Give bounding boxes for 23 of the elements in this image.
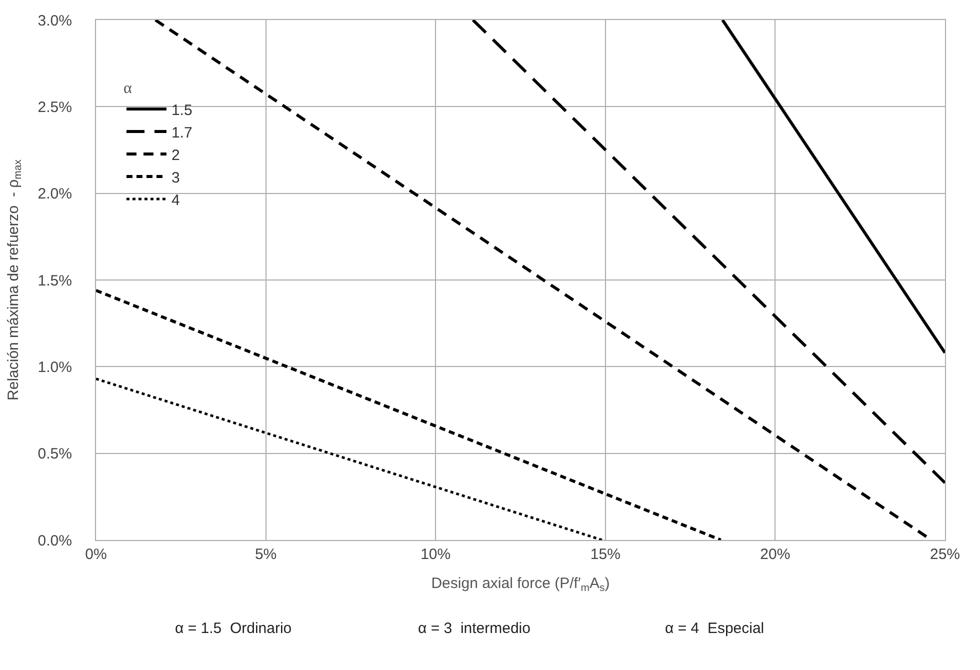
y-tick-label: 3.0% <box>38 12 72 30</box>
y-tick-label: 1.0% <box>38 358 72 376</box>
legend-label: 1.5 <box>171 102 192 119</box>
legend-label: 2 <box>171 146 180 164</box>
text: α = 4 Especial <box>665 620 764 637</box>
legend-label: 4 <box>171 192 180 209</box>
text: α = 1.5 Ordinario <box>175 620 292 637</box>
x-tick-label: 5% <box>254 546 277 563</box>
x-tick-label: 0% <box>85 546 107 563</box>
text: α = 3 intermedio <box>418 620 530 637</box>
x-tick-label: 25% <box>930 546 960 563</box>
x-tick-label: 10% <box>420 546 451 563</box>
y-tick-label: 2.5% <box>38 98 72 116</box>
legend-title: α <box>123 80 132 97</box>
y-tick-label: 0.0% <box>38 532 72 550</box>
y-tick-label: 0.5% <box>38 446 72 463</box>
x-tick-label: 15% <box>590 546 620 563</box>
x-axis-title: Design axial force (P/f′$_{m}$A$_{s}$) <box>431 575 610 594</box>
legend-label: 3 <box>171 169 180 186</box>
x-tick-label: 20% <box>760 546 790 563</box>
legend-label: 1.7 <box>171 124 192 142</box>
y-tick-label: 2.0% <box>38 186 72 203</box>
y-tick-label: 1.5% <box>38 272 72 290</box>
